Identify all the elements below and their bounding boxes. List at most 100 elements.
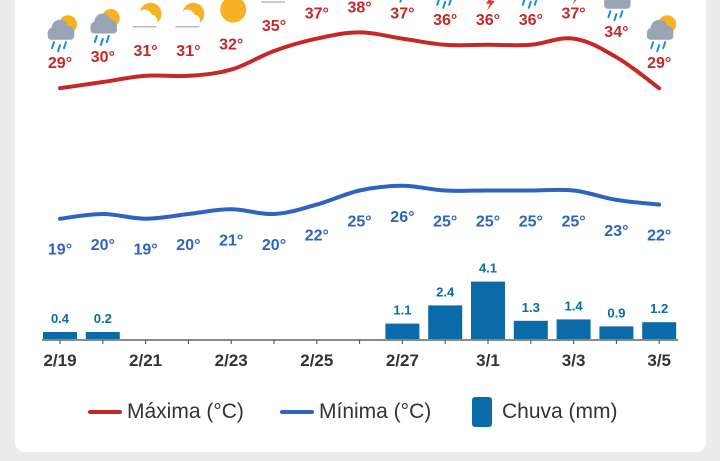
raindrop [399, 0, 402, 3]
rain-bars [43, 281, 677, 339]
raindrop [619, 10, 624, 19]
rain-bar[interactable] [43, 332, 77, 339]
raindrop [448, 0, 452, 6]
legend-min-label: Mínima (°C) [319, 400, 432, 423]
cloud-base [133, 20, 158, 28]
cloud-base [47, 32, 75, 40]
max-temp-label: 29° [647, 55, 671, 72]
rain-value-label: 0.4 [51, 311, 70, 326]
max-temp-label: 37° [305, 6, 329, 23]
x-tick-label: 3/3 [562, 351, 586, 370]
raindrop [436, 0, 440, 6]
x-tick-label: 2/23 [215, 351, 248, 370]
legend-max-label: Máxima (°C) [127, 400, 244, 423]
max-temp-label: 29° [48, 55, 72, 72]
x-tick-label: 3/1 [476, 351, 500, 370]
legend-rain-swatch [472, 397, 492, 427]
max-temp-label: 32° [219, 37, 243, 54]
partly-cloudy-icon [175, 2, 205, 28]
min-temp-label: 26° [390, 209, 414, 226]
lightning-bolt [572, 0, 577, 5]
raindrop [613, 13, 618, 22]
raindrop [662, 41, 667, 50]
chart-legend: Máxima (°C) Mínima (°C) Chuva (mm) [0, 394, 720, 430]
min-temp-label: 19° [133, 242, 157, 259]
cloud-base [646, 32, 674, 40]
min-temp-label: 19° [48, 242, 72, 259]
rain-value-label: 0.2 [94, 311, 112, 326]
max-temp-label: 37° [561, 6, 585, 23]
rain-bar[interactable] [385, 323, 420, 339]
partly-cloudy-icon [132, 2, 162, 28]
max-temp-label: 36° [433, 12, 457, 29]
cloud-base [90, 25, 118, 34]
rain-bar[interactable] [85, 332, 120, 339]
min-temp-label: 25° [519, 214, 543, 231]
min-temp-label: 23° [604, 223, 628, 240]
min-temp-label: 22° [647, 228, 671, 245]
cloud-base [604, 1, 631, 9]
raindrop [521, 0, 526, 6]
raindrop [533, 0, 538, 6]
min-temp-label: 25° [433, 214, 457, 231]
rain-sun-icon [47, 15, 77, 53]
sun-disc [220, 0, 247, 23]
max-temp-line [58, 30, 662, 91]
thunder-sun-icon [486, 0, 495, 11]
rain-bar[interactable] [556, 319, 591, 339]
legend-max[interactable]: Máxima (°C) [88, 394, 244, 430]
raindrop [527, 0, 532, 9]
raindrop [656, 44, 661, 53]
max-temp-label: 38° [347, 0, 371, 16]
max-temp-label: 35° [262, 18, 286, 35]
rain-bar[interactable] [428, 305, 463, 339]
max-temp-label: 36° [519, 12, 543, 29]
max-temp-label: 36° [476, 12, 500, 29]
rain-value-label: 1.3 [522, 300, 540, 315]
min-temp-label: 20° [91, 237, 115, 254]
x-tick-label: 2/27 [386, 351, 419, 370]
rain-value-label: 0.9 [607, 305, 625, 320]
max-temp-label: 31° [133, 43, 157, 60]
raindrop [51, 41, 55, 50]
min-temp-label: 25° [347, 214, 371, 231]
raindrop [93, 35, 98, 43]
min-temp-line [58, 183, 662, 221]
raindrop [650, 41, 655, 50]
raindrop [57, 44, 61, 53]
min-temp-label: 21° [219, 232, 243, 249]
max-temp-label: 37° [390, 6, 414, 23]
min-temp-label: 25° [561, 214, 585, 231]
x-tick-label: 2/25 [300, 351, 333, 370]
max-temp-label: 31° [176, 43, 200, 60]
rain-sun-icon [436, 0, 452, 9]
x-tick-label: 2/19 [43, 351, 76, 370]
rain-value-label: 1.2 [650, 301, 668, 316]
raindrop [442, 0, 447, 9]
rain-sun-icon [399, 0, 402, 3]
min-temp-label: 25° [476, 214, 500, 231]
rain-bar[interactable] [471, 281, 505, 339]
rain-bar[interactable] [642, 322, 677, 339]
chart-card [15, 0, 706, 452]
rain-sun-icon [521, 0, 538, 9]
legend-min-swatch [280, 410, 314, 414]
max-temp-label: 34° [604, 24, 628, 41]
raindrop [607, 10, 612, 19]
rain-value-label: 1.4 [565, 298, 584, 313]
rain-sun-icon [90, 9, 120, 46]
rain-sun-icon [646, 15, 677, 53]
rain-value-label: 4.1 [479, 261, 497, 276]
cloud-base [176, 20, 201, 28]
max-temp-label: 30° [91, 49, 115, 66]
legend-min[interactable]: Mínima (°C) [280, 394, 431, 430]
legend-rain[interactable]: Chuva (mm) [472, 394, 618, 430]
rain-sun-icon [604, 0, 631, 22]
x-tick-label: 2/21 [129, 351, 162, 370]
min-temp-label: 20° [176, 237, 200, 254]
raindrop [99, 38, 104, 46]
rain-bar[interactable] [599, 326, 634, 339]
rain-bar[interactable] [513, 320, 548, 339]
partly-cloudy-icon [261, 0, 286, 3]
